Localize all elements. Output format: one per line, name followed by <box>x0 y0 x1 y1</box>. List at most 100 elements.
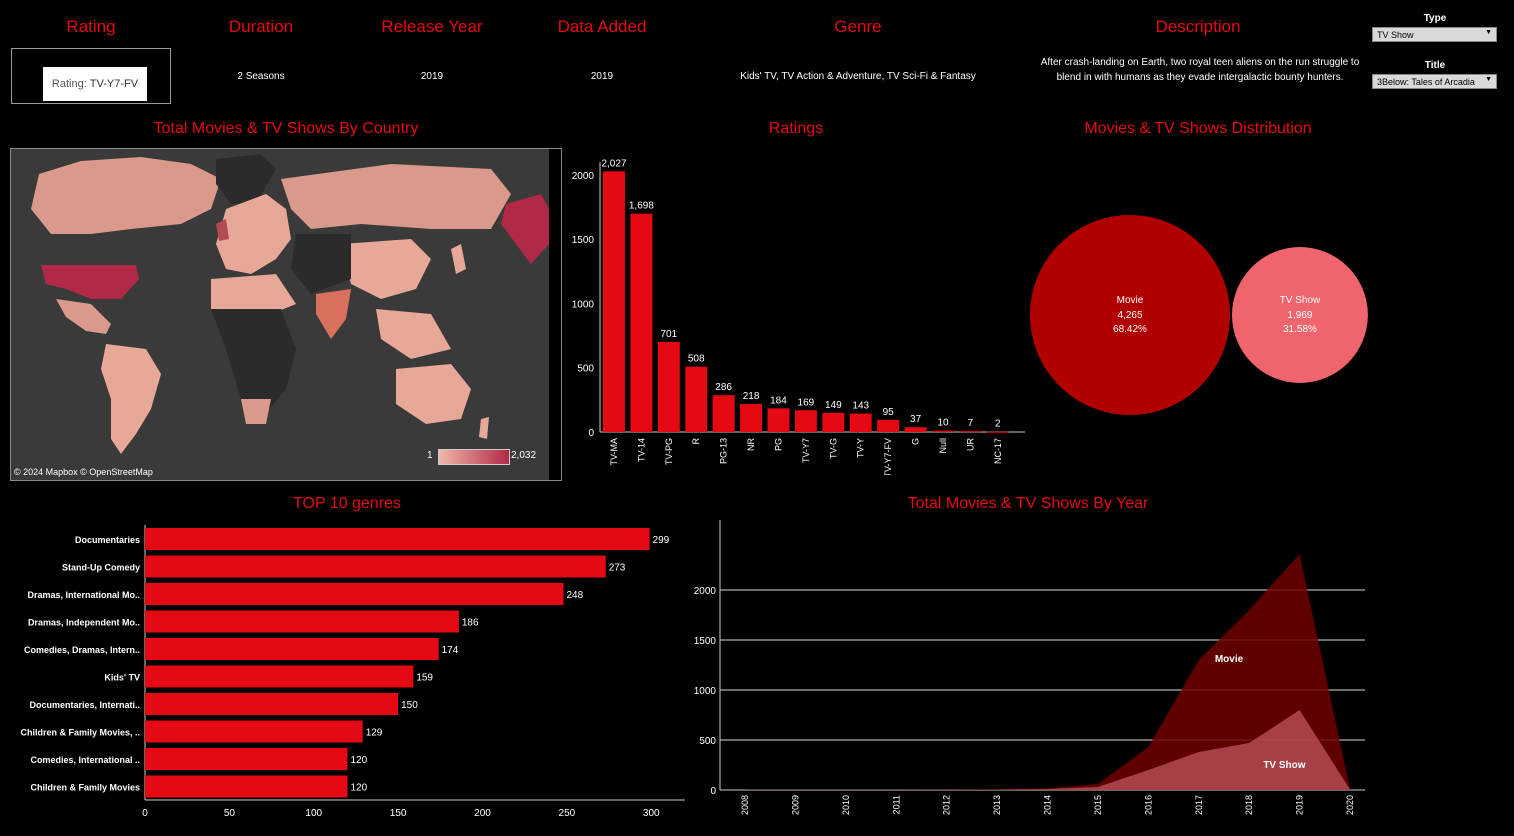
ratings-x-tick: UR <box>965 438 975 451</box>
year-x-tick: 2012 <box>942 795 952 815</box>
ratings-bar-label: 508 <box>688 354 705 365</box>
ratings-bar-label: 149 <box>825 400 842 411</box>
year-x-tick: 2020 <box>1345 795 1355 815</box>
type-dropdown-value: TV Show <box>1377 30 1414 40</box>
genre-bar-label: 120 <box>351 755 368 766</box>
year-x-tick: 2013 <box>992 795 1002 815</box>
year-title: Total Movies & TV Shows By Year <box>907 495 1149 512</box>
genre-category-label: Kids' TV <box>104 673 140 683</box>
genre-bar-label: 248 <box>567 590 584 601</box>
ratings-bar-label: 1,698 <box>629 201 654 212</box>
release-year-value: 2019 <box>420 71 444 82</box>
rating-prefix: Rating: <box>51 78 87 90</box>
ratings-y-tick: 500 <box>577 364 594 375</box>
year-x-tick: 2009 <box>790 795 800 815</box>
genre-category-label: Comedies, International .. <box>30 755 140 765</box>
country-africa-north[interactable] <box>211 274 296 314</box>
genres-x-tick: 300 <box>643 808 660 819</box>
genre-bar-label: 120 <box>351 783 368 794</box>
country-europe[interactable] <box>216 194 291 274</box>
year-area-series <box>745 554 1350 790</box>
country-new-zealand[interactable] <box>479 417 489 439</box>
ratings-bar-label: 2 <box>995 419 1001 430</box>
ratings-bar-label: 286 <box>715 382 732 393</box>
ratings-bar <box>657 341 680 432</box>
country-india[interactable] <box>316 289 351 339</box>
title-dropdown-value: 3Below: Tales of Arcadia <box>1377 77 1475 87</box>
genres-title: TOP 10 genres <box>293 495 401 512</box>
genre-header: Genre <box>834 17 882 36</box>
country-russia[interactable] <box>281 164 511 229</box>
ratings-x-tick: TV-G <box>828 438 838 459</box>
genres-x-tick: 250 <box>559 808 576 819</box>
ratings-bar-label: 184 <box>770 395 787 406</box>
ratings-x-tick: TV-14 <box>636 438 646 462</box>
rating-card: Rating: TV-Y7-FV <box>11 48 171 104</box>
genre-bar-label: 150 <box>401 700 418 711</box>
genre-category-label: Comedies, Dramas, Intern.. <box>24 645 140 655</box>
genre-category-label: Dramas, Independent Mo.. <box>28 618 140 628</box>
title-filter-label: Title <box>1424 60 1446 71</box>
ratings-bar-label: 10 <box>937 418 949 429</box>
ratings-bar <box>767 408 790 432</box>
year-x-tick: 2015 <box>1093 795 1103 815</box>
year-x-tick: 2016 <box>1143 795 1153 815</box>
year-y-tick: 500 <box>699 736 716 747</box>
year-x-tick: 2011 <box>891 795 901 814</box>
ratings-bar-label: 37 <box>910 414 922 425</box>
country-map[interactable]: 1 2,032 © 2024 Mapbox © OpenStreetMap <box>10 148 562 481</box>
country-greenland[interactable] <box>216 154 276 204</box>
country-alaska-side[interactable] <box>501 194 549 264</box>
country-south-africa[interactable] <box>241 399 271 424</box>
genre-bar-label: 159 <box>416 673 433 684</box>
country-mexico[interactable] <box>56 299 111 334</box>
date-added-value: 2019 <box>590 71 614 82</box>
country-uk[interactable] <box>216 219 229 241</box>
year-y-tick: 2000 <box>694 586 717 597</box>
ratings-bar-label: 169 <box>798 397 815 408</box>
type-dropdown[interactable]: TV Show ▼ <box>1372 27 1497 42</box>
ratings-bar-label: 701 <box>660 329 677 340</box>
genre-bar <box>145 610 459 633</box>
duration-header: Duration <box>228 17 294 36</box>
ratings-bar <box>877 419 900 432</box>
country-usa[interactable] <box>41 265 139 299</box>
distribution-bubble <box>1232 247 1368 383</box>
world-map-shapes <box>11 149 561 480</box>
country-central-asia[interactable] <box>291 234 351 294</box>
country-south-america[interactable] <box>101 344 161 454</box>
genre-bar <box>145 693 399 715</box>
map-title: Total Movies & TV Shows By Country <box>153 120 419 137</box>
year-area-chart: 0 500 1000 1500 2000 Movie TV Show 2008 2009 2010… <box>694 520 1365 815</box>
genres-x-tick: 150 <box>390 808 407 819</box>
ratings-x-tick: R <box>691 438 701 445</box>
country-china[interactable] <box>341 239 431 299</box>
genre-bar-label: 174 <box>442 645 459 656</box>
rating-header: Rating <box>66 17 116 36</box>
date-added-header: Data Added <box>557 17 647 36</box>
map-legend-min: 1 <box>427 450 433 461</box>
genre-category-label: Dramas, International Mo.. <box>27 590 140 600</box>
genre-bar <box>145 555 606 578</box>
year-x-tick: 2014 <box>1043 795 1053 815</box>
country-se-asia[interactable] <box>376 309 451 359</box>
title-dropdown[interactable]: 3Below: Tales of Arcadia ▼ <box>1372 74 1497 89</box>
distribution-value: 1,969 <box>1287 310 1312 321</box>
map-legend-max: 2,032 <box>511 450 537 461</box>
ratings-bar-chart: 0 500 1000 1500 2000 2,027 TV-MA 1,698 TV-14 701 T… <box>572 158 1025 475</box>
ratings-bar-label: 218 <box>743 391 760 402</box>
year-series-label: TV Show <box>1263 760 1305 771</box>
country-canada[interactable] <box>31 157 221 234</box>
ratings-x-tick: NC-17 <box>993 438 1003 464</box>
country-japan[interactable] <box>451 244 466 274</box>
country-africa-central[interactable] <box>211 309 296 419</box>
ratings-y-tick: 0 <box>588 428 594 439</box>
ratings-x-tick: PG-13 <box>719 438 729 464</box>
ratings-bar <box>603 171 625 432</box>
year-y-tick: 0 <box>710 786 716 797</box>
rating-tooltip[interactable]: Rating: TV-Y7-FV <box>43 67 147 101</box>
country-australia[interactable] <box>396 364 471 424</box>
genre-bar <box>145 528 650 550</box>
year-y-tick: 1000 <box>694 686 717 697</box>
genre-category-label: Children & Family Movies <box>30 783 140 793</box>
